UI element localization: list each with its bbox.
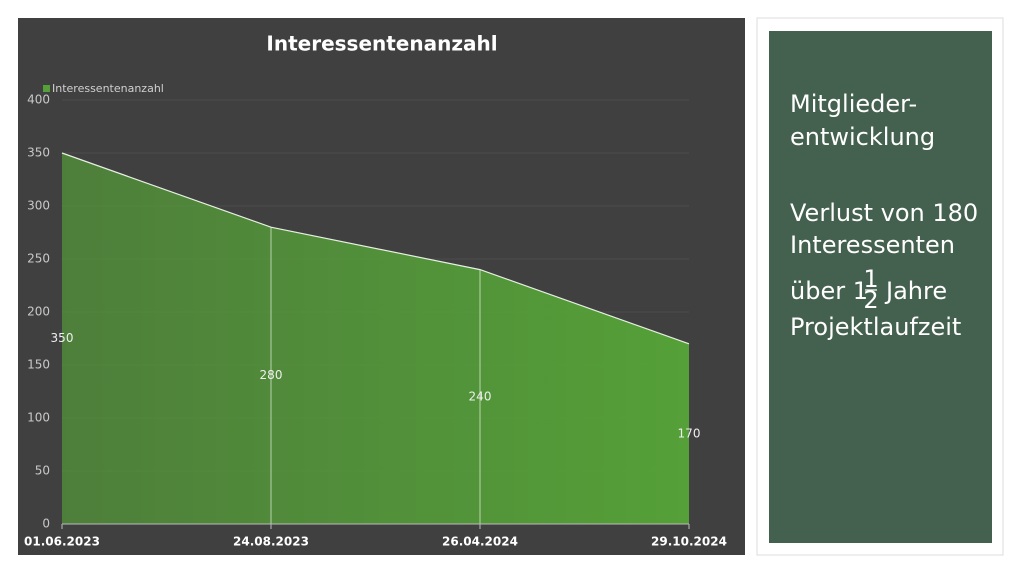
- panel-body: über 1: [790, 277, 868, 305]
- fraction-numerator: 1: [863, 265, 878, 293]
- y-tick-label: 300: [27, 199, 50, 213]
- legend-swatch: [43, 85, 50, 92]
- panel-heading: Mitglieder-: [790, 90, 917, 118]
- y-tick-label: 0: [42, 517, 50, 531]
- y-tick-label: 250: [27, 252, 50, 266]
- legend-label: Interessentenanzahl: [52, 82, 164, 95]
- x-tick-label: 01.06.2023: [24, 535, 100, 549]
- y-tick-label: 200: [27, 305, 50, 319]
- chart-title: Interessentenanzahl: [266, 32, 497, 56]
- y-tick-label: 100: [27, 411, 50, 425]
- y-tick-label: 50: [35, 464, 50, 478]
- x-tick-label: 26.04.2024: [442, 535, 518, 549]
- y-tick-label: 150: [27, 358, 50, 372]
- x-tick-label: 24.08.2023: [233, 535, 309, 549]
- panel-body: Verlust von 180: [790, 199, 978, 227]
- data-label: 170: [678, 426, 701, 440]
- data-label: 240: [469, 389, 492, 403]
- panel-body: Projektlaufzeit: [790, 313, 961, 341]
- panel-heading: entwicklung: [790, 123, 935, 151]
- fraction-denominator: 2: [863, 286, 878, 314]
- y-tick-label: 350: [27, 146, 50, 160]
- data-label: 280: [260, 368, 283, 382]
- panel-body: Jahre: [884, 277, 947, 305]
- area-line: [61, 152, 690, 345]
- area: [62, 153, 689, 524]
- panel-body: Interessenten: [790, 231, 955, 259]
- y-tick-label: 400: [27, 93, 50, 107]
- panel: [769, 31, 992, 543]
- x-tick-label: 29.10.2024: [651, 535, 727, 549]
- data-label: 350: [51, 331, 74, 345]
